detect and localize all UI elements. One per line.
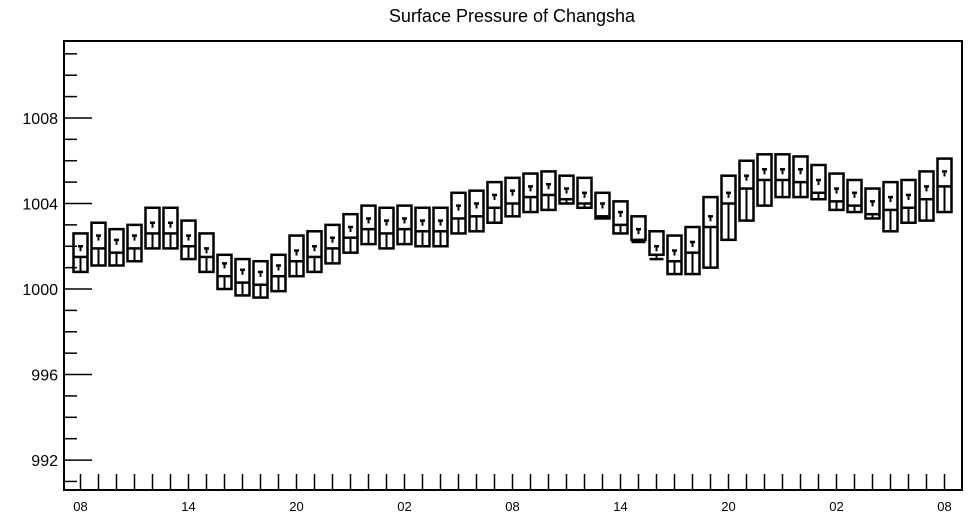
box [900, 178, 917, 224]
box [864, 187, 881, 220]
box [702, 195, 719, 269]
box-body [594, 191, 611, 220]
box [216, 253, 233, 291]
x-tick-label: 08 [73, 499, 87, 514]
box [126, 223, 143, 263]
box [234, 257, 251, 297]
y-tick-label: 1004 [22, 196, 58, 213]
y-tick-label: 992 [31, 453, 58, 470]
box [342, 212, 359, 254]
box [180, 219, 197, 261]
box [450, 191, 467, 235]
x-tick-label: 14 [613, 499, 627, 514]
box [468, 189, 485, 233]
box [648, 230, 665, 261]
box [360, 204, 377, 246]
x-tick-label: 02 [397, 499, 411, 514]
y-tick-label: 1008 [22, 111, 58, 128]
box [882, 180, 899, 233]
box [684, 225, 701, 276]
box [720, 174, 737, 242]
box [378, 206, 395, 250]
box [270, 253, 287, 293]
box [828, 172, 845, 212]
box [486, 180, 503, 224]
y-tick-label: 1000 [22, 282, 58, 299]
box [90, 221, 107, 267]
box [774, 153, 791, 199]
x-axis: 08 14 20 02 08 14 20 02 08 [73, 474, 952, 514]
x-tick-label: 02 [829, 499, 843, 514]
box [306, 230, 323, 274]
x-tick-label: 08 [937, 499, 951, 514]
box [414, 206, 431, 248]
box [792, 155, 809, 199]
box [504, 176, 521, 218]
y-axis: 992 996 1000 1004 1008 [22, 53, 92, 483]
box [612, 200, 629, 235]
box [72, 232, 89, 274]
box [288, 234, 305, 278]
box [846, 178, 863, 214]
box-body [234, 257, 251, 297]
box-body [648, 230, 665, 257]
x-tick-label: 20 [721, 499, 735, 514]
x-tick-label: 20 [289, 499, 303, 514]
box [738, 159, 755, 222]
box [936, 157, 953, 214]
box [756, 153, 773, 207]
x-tick-label: 08 [505, 499, 519, 514]
box [540, 170, 557, 212]
y-tick-label: 996 [31, 368, 58, 385]
box [396, 204, 413, 246]
box [918, 170, 935, 222]
box [576, 176, 593, 210]
box [324, 223, 341, 265]
box-body [306, 230, 323, 274]
box [522, 172, 539, 214]
box [810, 163, 827, 201]
box [144, 206, 161, 250]
box [666, 234, 683, 276]
box [198, 232, 215, 274]
box [432, 206, 449, 248]
box [630, 215, 647, 244]
box-series [72, 153, 953, 299]
box [162, 206, 179, 250]
chart-title: Surface Pressure of Changsha [389, 6, 636, 26]
box [558, 174, 575, 205]
box [252, 259, 269, 299]
x-tick-label: 14 [181, 499, 195, 514]
box [594, 191, 611, 220]
box [108, 227, 125, 267]
box-body [720, 174, 737, 242]
